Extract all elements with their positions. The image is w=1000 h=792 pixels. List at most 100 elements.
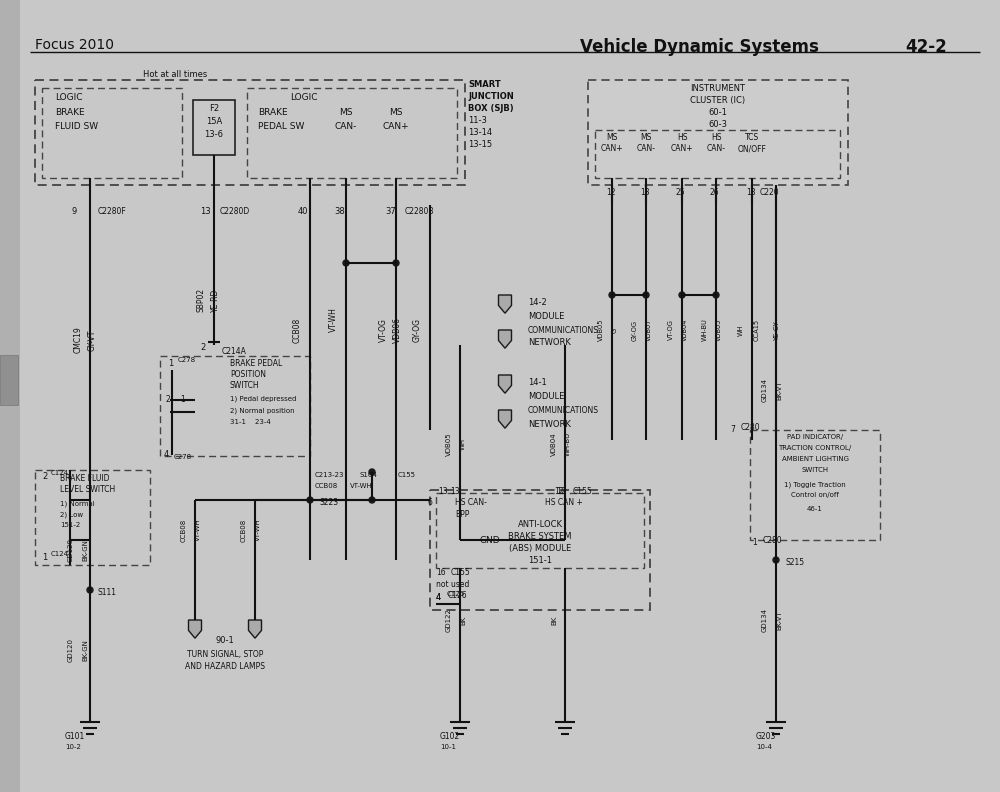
Text: C155: C155: [398, 472, 416, 478]
Text: BK-GN: BK-GN: [82, 639, 88, 661]
Text: TCS: TCS: [745, 133, 759, 142]
Text: 90-1: 90-1: [216, 636, 234, 645]
Text: MS: MS: [606, 133, 618, 142]
Text: TURN SIGNAL, STOP: TURN SIGNAL, STOP: [187, 650, 263, 659]
Polygon shape: [498, 375, 512, 393]
Text: 151-1: 151-1: [528, 556, 552, 565]
Text: VT-WH: VT-WH: [255, 519, 261, 542]
Text: WH-BU: WH-BU: [565, 432, 571, 456]
Text: VT-WH: VT-WH: [329, 307, 338, 333]
Text: VDB05: VDB05: [598, 318, 604, 341]
Text: 4: 4: [436, 593, 441, 602]
Text: 4: 4: [436, 593, 441, 602]
Text: C126: C126: [447, 591, 465, 597]
Text: C214A: C214A: [222, 347, 247, 356]
Text: WH-BU: WH-BU: [702, 318, 708, 341]
Text: 151-2: 151-2: [60, 522, 80, 528]
Text: 14-2: 14-2: [528, 298, 547, 307]
Polygon shape: [248, 620, 262, 638]
Polygon shape: [498, 330, 512, 348]
Bar: [430, 490, 650, 610]
Text: GD120: GD120: [68, 538, 74, 562]
Text: GND: GND: [480, 536, 500, 545]
Text: C280: C280: [763, 536, 783, 545]
Text: GD134: GD134: [762, 608, 768, 632]
Bar: [0, 0, 20, 792]
Text: VDB05: VDB05: [716, 318, 722, 341]
Text: 25: 25: [676, 188, 686, 197]
Text: CAN-: CAN-: [706, 144, 726, 153]
Text: ANTI-LOCK: ANTI-LOCK: [518, 520, 562, 529]
Text: BOX (SJB): BOX (SJB): [468, 104, 514, 113]
Text: LOGIC: LOGIC: [55, 93, 82, 102]
Text: BK: BK: [460, 615, 466, 625]
Text: FLUID SW: FLUID SW: [55, 122, 98, 131]
Circle shape: [369, 497, 375, 503]
Text: 13: 13: [438, 487, 448, 496]
Text: 10-1: 10-1: [440, 744, 456, 750]
Text: C155: C155: [573, 487, 593, 496]
Bar: [35, 80, 465, 185]
Text: GD134: GD134: [762, 378, 768, 402]
Text: CAN-: CAN-: [335, 122, 357, 131]
Text: SWITCH: SWITCH: [230, 381, 260, 390]
Text: PEDAL SW: PEDAL SW: [258, 122, 304, 131]
Text: C2280B: C2280B: [405, 207, 434, 216]
Text: CCB08: CCB08: [181, 519, 187, 542]
Polygon shape: [188, 620, 202, 638]
Text: AMBIENT LIGHTING: AMBIENT LIGHTING: [782, 456, 848, 462]
Circle shape: [393, 260, 399, 266]
Text: NETWORK: NETWORK: [528, 420, 571, 429]
Text: 11-3: 11-3: [468, 116, 487, 125]
Text: TRACTION CONTROL/: TRACTION CONTROL/: [778, 445, 852, 451]
Text: BK-GN: BK-GN: [82, 539, 88, 561]
Circle shape: [307, 497, 313, 503]
Text: 13-15: 13-15: [468, 140, 492, 149]
Bar: [595, 130, 840, 178]
Circle shape: [713, 292, 719, 298]
Text: 1: 1: [168, 359, 173, 368]
Text: LEVEL SWITCH: LEVEL SWITCH: [60, 485, 115, 494]
Text: 42-2: 42-2: [905, 38, 947, 56]
Text: 1) Toggle Traction: 1) Toggle Traction: [784, 481, 846, 488]
Text: CCB08: CCB08: [293, 318, 302, 343]
Text: GY-OG: GY-OG: [632, 319, 638, 341]
Text: 12: 12: [554, 487, 564, 496]
Text: BRAKE: BRAKE: [258, 108, 288, 117]
Text: VDB05: VDB05: [446, 432, 452, 456]
Text: 12: 12: [556, 487, 566, 496]
Text: SWITCH: SWITCH: [801, 467, 829, 473]
Bar: [160, 356, 310, 456]
Text: C2280D: C2280D: [220, 207, 250, 216]
Text: 4: 4: [164, 450, 169, 459]
Bar: [436, 493, 644, 568]
Text: 18: 18: [746, 188, 756, 197]
Text: CCA15: CCA15: [754, 319, 760, 341]
Text: S223: S223: [320, 498, 339, 507]
Text: G203: G203: [756, 732, 776, 741]
Text: BK-VT: BK-VT: [776, 380, 782, 400]
Text: BK: BK: [551, 615, 557, 625]
Text: VDB06: VDB06: [393, 317, 402, 343]
Text: 13-6: 13-6: [205, 130, 224, 139]
Text: C155: C155: [451, 568, 471, 577]
Text: 31-1    23-4: 31-1 23-4: [230, 419, 271, 425]
Text: SBP02: SBP02: [197, 288, 206, 312]
Text: MODULE: MODULE: [528, 312, 564, 321]
Text: 7: 7: [730, 425, 735, 434]
Text: HS: HS: [711, 133, 721, 142]
Text: WH: WH: [738, 324, 744, 336]
Text: 2: 2: [42, 472, 47, 481]
Text: 6: 6: [427, 498, 432, 507]
Polygon shape: [498, 295, 512, 313]
Circle shape: [343, 260, 349, 266]
Text: BK-VT: BK-VT: [776, 610, 782, 630]
Text: VDB07: VDB07: [646, 318, 652, 341]
Text: 10-2: 10-2: [65, 744, 81, 750]
Circle shape: [87, 587, 93, 593]
Text: CMC19: CMC19: [74, 326, 83, 353]
Text: 14-1: 14-1: [528, 378, 547, 387]
Circle shape: [369, 469, 375, 475]
Bar: [193, 100, 235, 155]
Text: 37: 37: [385, 207, 396, 216]
